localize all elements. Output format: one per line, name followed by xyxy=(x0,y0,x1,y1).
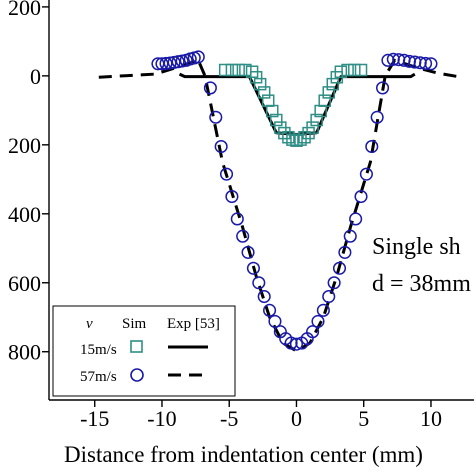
annotation-line-1: Single sh xyxy=(372,234,461,260)
sim-57ms-circle-point xyxy=(263,303,277,317)
x-tick-label: 5 xyxy=(358,406,369,431)
sim-57ms-circle-point xyxy=(306,325,320,339)
y-tick-label: 800 xyxy=(8,340,41,365)
sim-57ms-circle-point xyxy=(332,261,347,275)
sim-57ms-circle-point xyxy=(370,110,384,124)
sim-57ms-circle-point xyxy=(219,167,234,181)
y-tick-label: 600 xyxy=(8,271,41,296)
sim-15ms-square-point xyxy=(322,86,335,99)
legend-header-exp: Exp [53] xyxy=(167,316,220,332)
x-tick-label: 10 xyxy=(420,406,442,431)
sim-15ms-square-point xyxy=(286,133,299,146)
sim-57ms-circle-point xyxy=(284,336,298,350)
legend-header-v: v xyxy=(86,316,93,332)
sim-57ms-circle-point xyxy=(246,261,260,275)
y-tick-label: 200 xyxy=(8,133,41,158)
sim-57ms-circle-point xyxy=(327,276,341,290)
sim-15ms-square-point xyxy=(278,126,291,140)
sim-15ms-square-point xyxy=(239,63,252,77)
sim-57ms-circle-point xyxy=(209,110,223,124)
sim-57ms-circle-point xyxy=(322,290,336,304)
sim-15ms-square-point xyxy=(282,130,295,144)
x-axis-title: Distance from indentation center (mm) xyxy=(64,442,423,467)
sim-15ms-square-point xyxy=(341,63,354,77)
x-tick-label: 0 xyxy=(291,406,302,431)
sim-57ms-circle-point xyxy=(241,245,255,259)
sim-15ms-square-point xyxy=(354,63,368,77)
sim-15ms-square-point xyxy=(225,63,239,77)
sim-57ms-circle-point xyxy=(419,56,433,70)
sim-57ms-circle-point xyxy=(268,314,282,328)
data-layer xyxy=(98,50,459,353)
sim-57ms-circle-point xyxy=(381,53,395,67)
y-tick-label: 400 xyxy=(8,202,41,227)
sim-57ms-circle-point xyxy=(236,229,250,243)
sim-15ms-square-point xyxy=(348,63,361,77)
sim-57ms-circle-point xyxy=(257,290,271,304)
axes-layer: -15 -10 -5 0 5 10 200 0 200 400 600 800 xyxy=(8,0,474,431)
legend-square-marker xyxy=(130,340,143,353)
sim-57ms-circle-point xyxy=(289,337,304,351)
x-tick-label: -15 xyxy=(80,406,109,431)
legend-row-57ms-label: 57m/s xyxy=(80,369,117,385)
sim-57ms-circle-point xyxy=(191,50,205,64)
sim-15ms-square-point xyxy=(334,65,348,78)
sim-57ms-circle-point xyxy=(252,276,266,290)
sim-15ms-square-point xyxy=(257,86,271,99)
annotation-line-2: d = 38mm xyxy=(372,271,471,297)
x-tick-label: -10 xyxy=(147,406,176,431)
sim-57ms-circle-point xyxy=(343,229,357,243)
legend-header-sim: Sim xyxy=(122,316,147,332)
legend: v Sim Exp [53] 15m/s 57m/s xyxy=(52,305,236,397)
sim-57ms-circle-point xyxy=(225,190,239,204)
legend-box xyxy=(52,305,236,397)
sim-15ms-square-point xyxy=(310,113,323,127)
sim-15ms-square-point xyxy=(218,63,232,77)
sim-15ms-square-point xyxy=(326,77,340,91)
sim-15ms-square-point xyxy=(294,133,307,146)
sim-57ms-circle-point xyxy=(316,303,330,317)
x-tick-label: -5 xyxy=(220,406,238,431)
sim-15ms-square-point xyxy=(253,77,267,91)
sim-15ms-square-point xyxy=(290,134,303,147)
sim-57ms-circle-point xyxy=(365,140,379,154)
sim-57ms-circle-point xyxy=(338,245,352,259)
sim-15ms-square-point xyxy=(270,113,283,127)
sim-57ms-circle-point xyxy=(214,140,228,154)
legend-circle-marker xyxy=(130,368,144,382)
sim-15ms-square-point xyxy=(232,63,245,77)
sim-57ms-circle-point xyxy=(424,57,438,71)
sim-57ms-circle-point xyxy=(354,190,368,204)
y-tick-label: 200 xyxy=(8,0,41,20)
sim-15ms-square-point xyxy=(266,104,279,118)
sim-15ms-square-point xyxy=(318,94,331,107)
y-tick-label: 0 xyxy=(30,64,41,89)
sim-57ms-circle-point xyxy=(203,81,217,95)
sim-15ms-square-point xyxy=(306,121,319,134)
sim-57ms-circle-point xyxy=(311,314,325,328)
sim-15ms-square-point xyxy=(249,70,263,84)
sim-57ms-circle-point xyxy=(230,212,244,226)
sim-57ms-circle-point xyxy=(349,212,363,226)
legend-row-15ms-label: 15m/s xyxy=(80,342,117,358)
sim-57ms-circle-point xyxy=(359,167,373,181)
sim-15ms-square-point xyxy=(298,130,311,144)
sim-57ms-circle-point xyxy=(375,81,390,95)
